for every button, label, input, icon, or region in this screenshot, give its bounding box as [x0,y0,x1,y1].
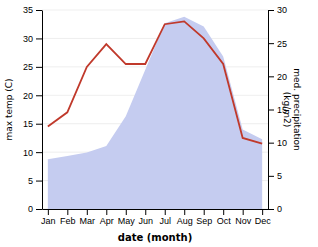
tick: 10 [23,148,42,158]
x-axis-title: date (month) [118,232,192,243]
tick-label: 30 [277,5,287,15]
tick-mark [262,209,263,215]
tick-mark [184,209,185,215]
tick-mark [204,209,205,215]
tick-label: 20 [23,91,33,101]
tick: 5 [28,176,42,186]
tick-mark [67,209,68,215]
tick-label: 20 [277,72,287,82]
tick: Dec [255,209,272,226]
tick-mark [268,76,274,77]
marks [48,17,262,209]
tick-label: 5 [28,176,33,186]
tick: Mar [80,209,96,226]
axis-line [42,11,43,210]
tick-mark [36,124,42,125]
y-axis-title: max temp (C) [4,78,14,140]
temperature-line [48,21,262,143]
precipitation-area [48,17,262,209]
tick-mark [87,209,88,215]
tick-label: 25 [23,62,33,72]
tick-mark [268,110,274,111]
tick: 30 [268,5,287,15]
tick: 15 [23,119,42,129]
tick: Nov [235,209,252,226]
tick-label: 15 [23,119,33,129]
grid [42,10,268,209]
y2-axis-title: med. precipitation(kg/m2) [282,68,302,150]
tick-label: Oct [217,216,232,226]
tick-label: 25 [277,39,287,49]
tick-label: Jul [159,216,171,226]
y2-axis-title-line: (kg/m2) [282,92,292,127]
tick: 30 [23,34,42,44]
tick-label: 5 [277,171,282,181]
tick-mark [268,143,274,144]
grid-line [42,10,268,11]
y-axis: 0 5 10 15 20 25 30 35 [23,5,43,214]
tick-label: 0 [28,204,33,214]
tick-mark [36,181,42,182]
tick-label: 10 [23,148,33,158]
tick-mark [223,209,224,215]
tick-label: Feb [60,216,76,226]
tick-mark [145,209,146,215]
tick-label: May [118,216,136,226]
tick: Sep [196,209,212,226]
tick-label: 10 [277,138,287,148]
tick-mark [36,152,42,153]
tick-mark [36,209,42,210]
tick-label: Jun [139,216,154,226]
tick: 0 [28,204,42,214]
tick: Jan [41,209,56,226]
tick-mark [36,10,42,11]
plot-area: Jan Feb Mar Apr MayJun Jul AugSep OctNovDec 0 5 10… [23,5,287,226]
x-axis: Jan Feb Mar Apr MayJun Jul AugSep OctNovDec [41,209,271,226]
axis-line [43,209,269,210]
tick-label: Jan [41,216,56,226]
tick-mark [36,38,42,39]
tick-label: Nov [235,216,252,226]
tick-mark [243,209,244,215]
tick-mark [106,209,107,215]
tick-mark [268,176,274,177]
tick-mark [165,209,166,215]
tick-label: 0 [277,204,282,214]
y2-axis-title-line: med. precipitation [292,68,302,150]
tick-label: Dec [255,216,272,226]
tick: Oct [217,209,232,226]
tick-mark [268,209,274,210]
tick: Jul [159,209,171,226]
tick-label: Sep [196,216,212,226]
tick-mark [268,43,274,44]
tick-mark [268,10,274,11]
tick: 35 [23,5,42,15]
tick: 25 [268,39,287,49]
tick: May [118,209,136,226]
tick: 20 [23,91,42,101]
tick: Feb [60,209,76,226]
tick-label: 35 [23,5,33,15]
tick-mark [36,67,42,68]
tick: 25 [23,62,42,72]
tick-mark [48,209,49,215]
tick: 5 [268,171,282,181]
tick-mark [36,95,42,96]
tick-label: Mar [80,216,96,226]
tick-label: 30 [23,34,33,44]
tick: Jun [139,209,154,226]
tick: Aug [177,209,193,226]
tick-mark [126,209,127,215]
tick: 20 [268,72,287,82]
tick: 0 [268,204,282,214]
grid-line [42,38,268,39]
tick-label: Apr [100,216,114,226]
tick: 10 [268,138,287,148]
tick-label: Aug [177,216,193,226]
chart: Jan Feb Mar Apr MayJun Jul AugSep OctNovDec 0 5 10… [0,0,318,247]
tick: Apr [100,209,114,226]
